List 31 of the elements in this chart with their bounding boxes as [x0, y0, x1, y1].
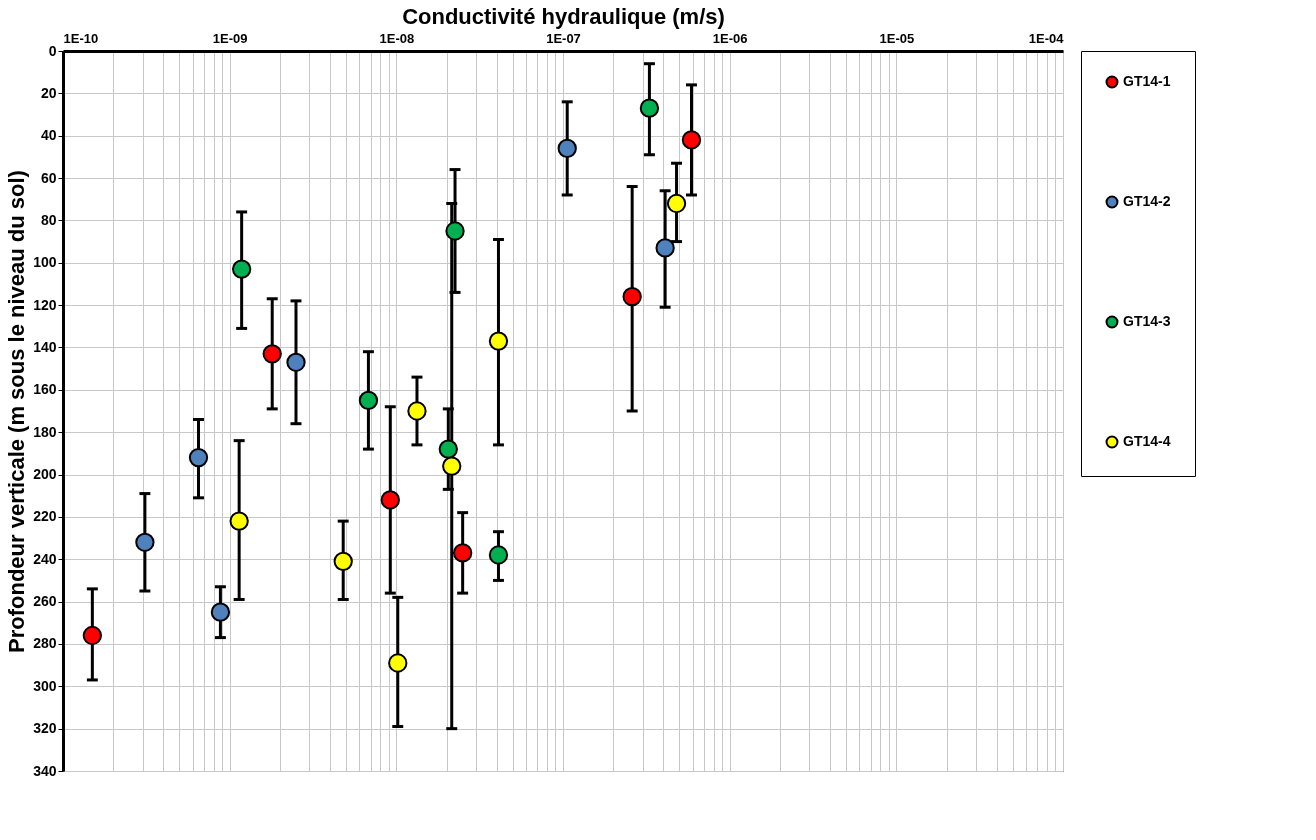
- x-tick-label: 1E-07: [546, 30, 581, 46]
- y-tick-label: 240: [33, 550, 57, 567]
- y-tick-label: 180: [33, 423, 57, 440]
- x-tick-label: 1E-05: [879, 30, 915, 46]
- y-tick-label: 160: [33, 381, 57, 398]
- legend-label: GT14-3: [1123, 313, 1171, 329]
- y-tick-label: 140: [33, 338, 57, 355]
- x-axis-title: Conductivité hydraulique (m/s): [402, 3, 725, 29]
- x-tick-label: 1E-09: [212, 30, 248, 46]
- y-tick-label: 40: [40, 127, 57, 144]
- x-tick-label: 1E-06: [712, 30, 748, 46]
- y-tick-label: 340: [33, 762, 57, 779]
- y-tick-label: 260: [33, 593, 57, 610]
- x-tick-label: 1E-08: [379, 30, 415, 46]
- x-tick-label: 1E-10: [63, 30, 99, 46]
- y-tick-label: 100: [33, 254, 57, 271]
- y-tick-label: 280: [33, 635, 57, 652]
- y-tick-label: 120: [33, 296, 57, 313]
- y-tick-label: 60: [40, 169, 57, 186]
- legend-label: GT14-2: [1123, 193, 1171, 209]
- y-tick-label: 80: [40, 211, 57, 228]
- y-tick-label: 220: [33, 508, 57, 525]
- y-tick-label: 300: [33, 677, 57, 694]
- y-tick-label: 320: [33, 720, 57, 737]
- y-tick-label: 200: [33, 466, 57, 483]
- y-tick-label: 0: [48, 42, 57, 59]
- legend-label: GT14-4: [1123, 433, 1171, 449]
- y-axis-title: Profondeur verticale (m sous le niveau du sol): [4, 170, 30, 653]
- x-tick-label: 1E-04: [1028, 30, 1065, 46]
- legend-label: GT14-1: [1123, 73, 1171, 89]
- y-tick-label: 20: [40, 84, 57, 101]
